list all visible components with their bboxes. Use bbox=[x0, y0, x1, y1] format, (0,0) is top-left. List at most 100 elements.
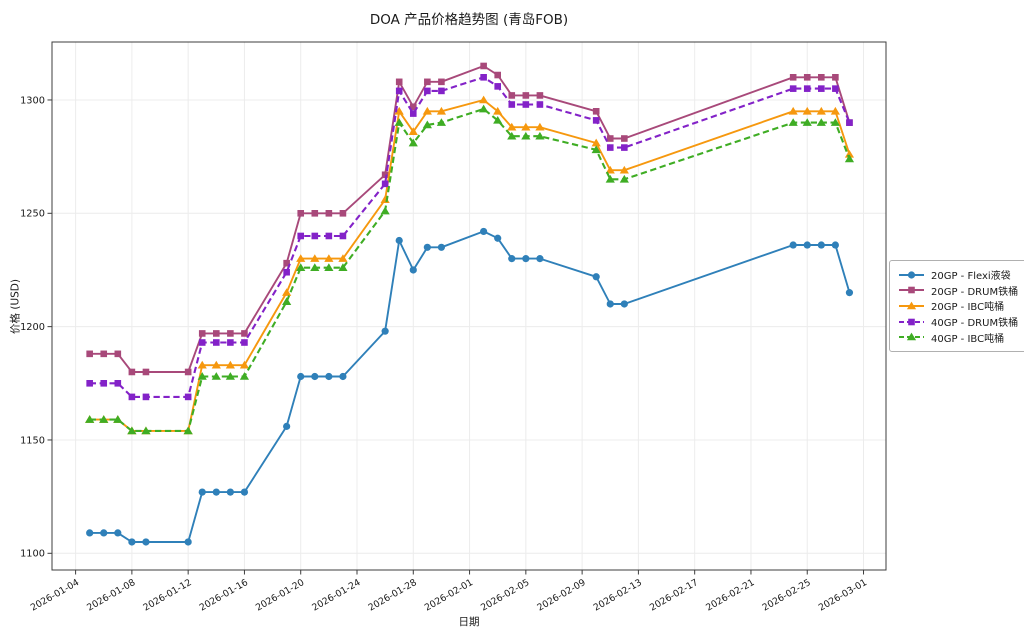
series-0-marker bbox=[423, 243, 431, 251]
series-0-marker bbox=[620, 300, 628, 308]
legend-item-label: 20GP - DRUM铁桶 bbox=[931, 286, 1019, 298]
series-1-marker bbox=[325, 210, 333, 217]
series-2-marker bbox=[479, 95, 489, 104]
series-4-marker bbox=[282, 297, 292, 306]
series-0-marker bbox=[817, 241, 825, 249]
series-2-marker bbox=[239, 360, 250, 369]
series-2-marker bbox=[338, 254, 348, 262]
legend-marker bbox=[908, 287, 915, 294]
series-0-marker bbox=[789, 241, 797, 249]
legend-item-label: 20GP - IBC吨桶 bbox=[931, 302, 1005, 314]
series-3-marker bbox=[198, 339, 206, 346]
legend: 20GP - Flexi液袋 20GP - DRUM铁桶 20GP - IBC吨桶 4… bbox=[889, 260, 1024, 352]
series-4-marker bbox=[310, 263, 320, 272]
series-1-marker bbox=[508, 92, 516, 99]
legend-glyph bbox=[899, 301, 924, 310]
series-1-marker bbox=[606, 135, 614, 142]
series-0-marker bbox=[803, 241, 811, 249]
y-tick-label: 1200 bbox=[20, 322, 45, 333]
series-1-marker bbox=[621, 135, 628, 142]
legend-item-label: 20GP - Flexi液袋 bbox=[931, 271, 1011, 283]
series-1-marker bbox=[128, 368, 136, 376]
series-0-marker bbox=[606, 300, 614, 308]
series-1-marker bbox=[381, 171, 389, 179]
series-3-marker bbox=[438, 87, 445, 95]
series-4-marker bbox=[394, 118, 404, 126]
series-2-marker bbox=[394, 106, 404, 115]
series-1-marker bbox=[86, 350, 93, 358]
series-1-marker bbox=[522, 92, 530, 99]
series-4-marker bbox=[85, 415, 95, 423]
series-2-marker bbox=[605, 165, 615, 174]
series-1-marker bbox=[395, 78, 403, 86]
series-3-marker bbox=[311, 232, 319, 240]
x-tick-label: 2026-01-12 bbox=[141, 577, 193, 614]
series-1-marker bbox=[592, 108, 600, 115]
series-1-marker bbox=[409, 103, 417, 111]
series-3-marker bbox=[241, 339, 248, 346]
series-0-marker bbox=[845, 289, 854, 297]
series-4-marker bbox=[422, 120, 432, 129]
x-tick-label: 2026-01-04 bbox=[29, 577, 81, 614]
legend-item: 40GP - DRUM铁桶 bbox=[898, 314, 1018, 330]
series-3-marker bbox=[803, 85, 811, 92]
x-tick-label: 2026-02-25 bbox=[760, 577, 812, 614]
series-3-marker bbox=[114, 380, 122, 387]
series-2-marker bbox=[225, 360, 235, 369]
legend-marker bbox=[906, 301, 917, 310]
legend-glyph bbox=[899, 271, 924, 279]
x-tick-label: 2026-03-01 bbox=[817, 577, 869, 614]
legend-item: 40GP - IBC吨桶 bbox=[898, 329, 1018, 345]
series-1-marker bbox=[241, 330, 248, 337]
series-4-marker bbox=[788, 118, 798, 126]
legend-glyph bbox=[899, 318, 924, 325]
series-3-marker bbox=[86, 380, 93, 387]
series-4-marker bbox=[113, 415, 123, 423]
y-tick-label: 1250 bbox=[20, 209, 45, 220]
series-3-marker bbox=[508, 101, 516, 108]
chart-title: DOA 产品价格趋势图 (青岛FOB) bbox=[369, 12, 569, 28]
series-3-marker bbox=[325, 232, 333, 240]
series-2-marker bbox=[422, 106, 432, 115]
series-0-marker bbox=[480, 227, 488, 236]
series-1-marker bbox=[227, 330, 234, 337]
series-0-marker bbox=[409, 266, 417, 274]
series-4-marker bbox=[493, 115, 503, 124]
series-3-marker bbox=[424, 87, 431, 95]
series-0-marker bbox=[381, 327, 389, 335]
series-0-marker bbox=[198, 488, 206, 496]
series-2-marker bbox=[493, 106, 503, 115]
series-0-marker bbox=[325, 372, 333, 381]
series-4-marker bbox=[324, 263, 334, 272]
series-0-marker bbox=[100, 529, 108, 537]
series-0-marker bbox=[339, 372, 347, 381]
x-tick-label: 2026-02-05 bbox=[479, 577, 531, 614]
series-4-marker bbox=[844, 154, 855, 163]
series-1-marker bbox=[184, 368, 192, 376]
series-2-marker bbox=[197, 360, 207, 369]
legend-item: 20GP - IBC吨桶 bbox=[898, 298, 1018, 314]
series-4-marker bbox=[338, 263, 348, 272]
series-1-marker bbox=[494, 71, 501, 79]
series-1-marker bbox=[803, 74, 811, 81]
series-1-marker bbox=[297, 210, 305, 217]
series-1-marker bbox=[100, 350, 108, 358]
y-tick-label: 1150 bbox=[20, 435, 45, 446]
series-1-marker bbox=[142, 368, 150, 376]
x-tick-label: 2026-02-13 bbox=[592, 577, 644, 614]
x-tick-label: 2026-01-08 bbox=[85, 577, 137, 614]
series-4-marker bbox=[619, 174, 629, 183]
series-2-marker bbox=[436, 106, 447, 115]
series-4-marker bbox=[507, 131, 517, 140]
x-tick-label: 2026-01-20 bbox=[254, 577, 306, 614]
series-3-marker bbox=[381, 180, 389, 188]
series-4-marker bbox=[99, 415, 109, 423]
series-0-marker bbox=[311, 372, 319, 381]
legend-marker bbox=[907, 271, 916, 279]
series-3-marker bbox=[409, 110, 417, 117]
series-0-marker bbox=[142, 538, 150, 546]
series-2-marker bbox=[310, 254, 320, 262]
series-4-marker bbox=[605, 174, 615, 183]
series-1-marker bbox=[789, 74, 797, 81]
series-2-marker bbox=[211, 360, 221, 369]
